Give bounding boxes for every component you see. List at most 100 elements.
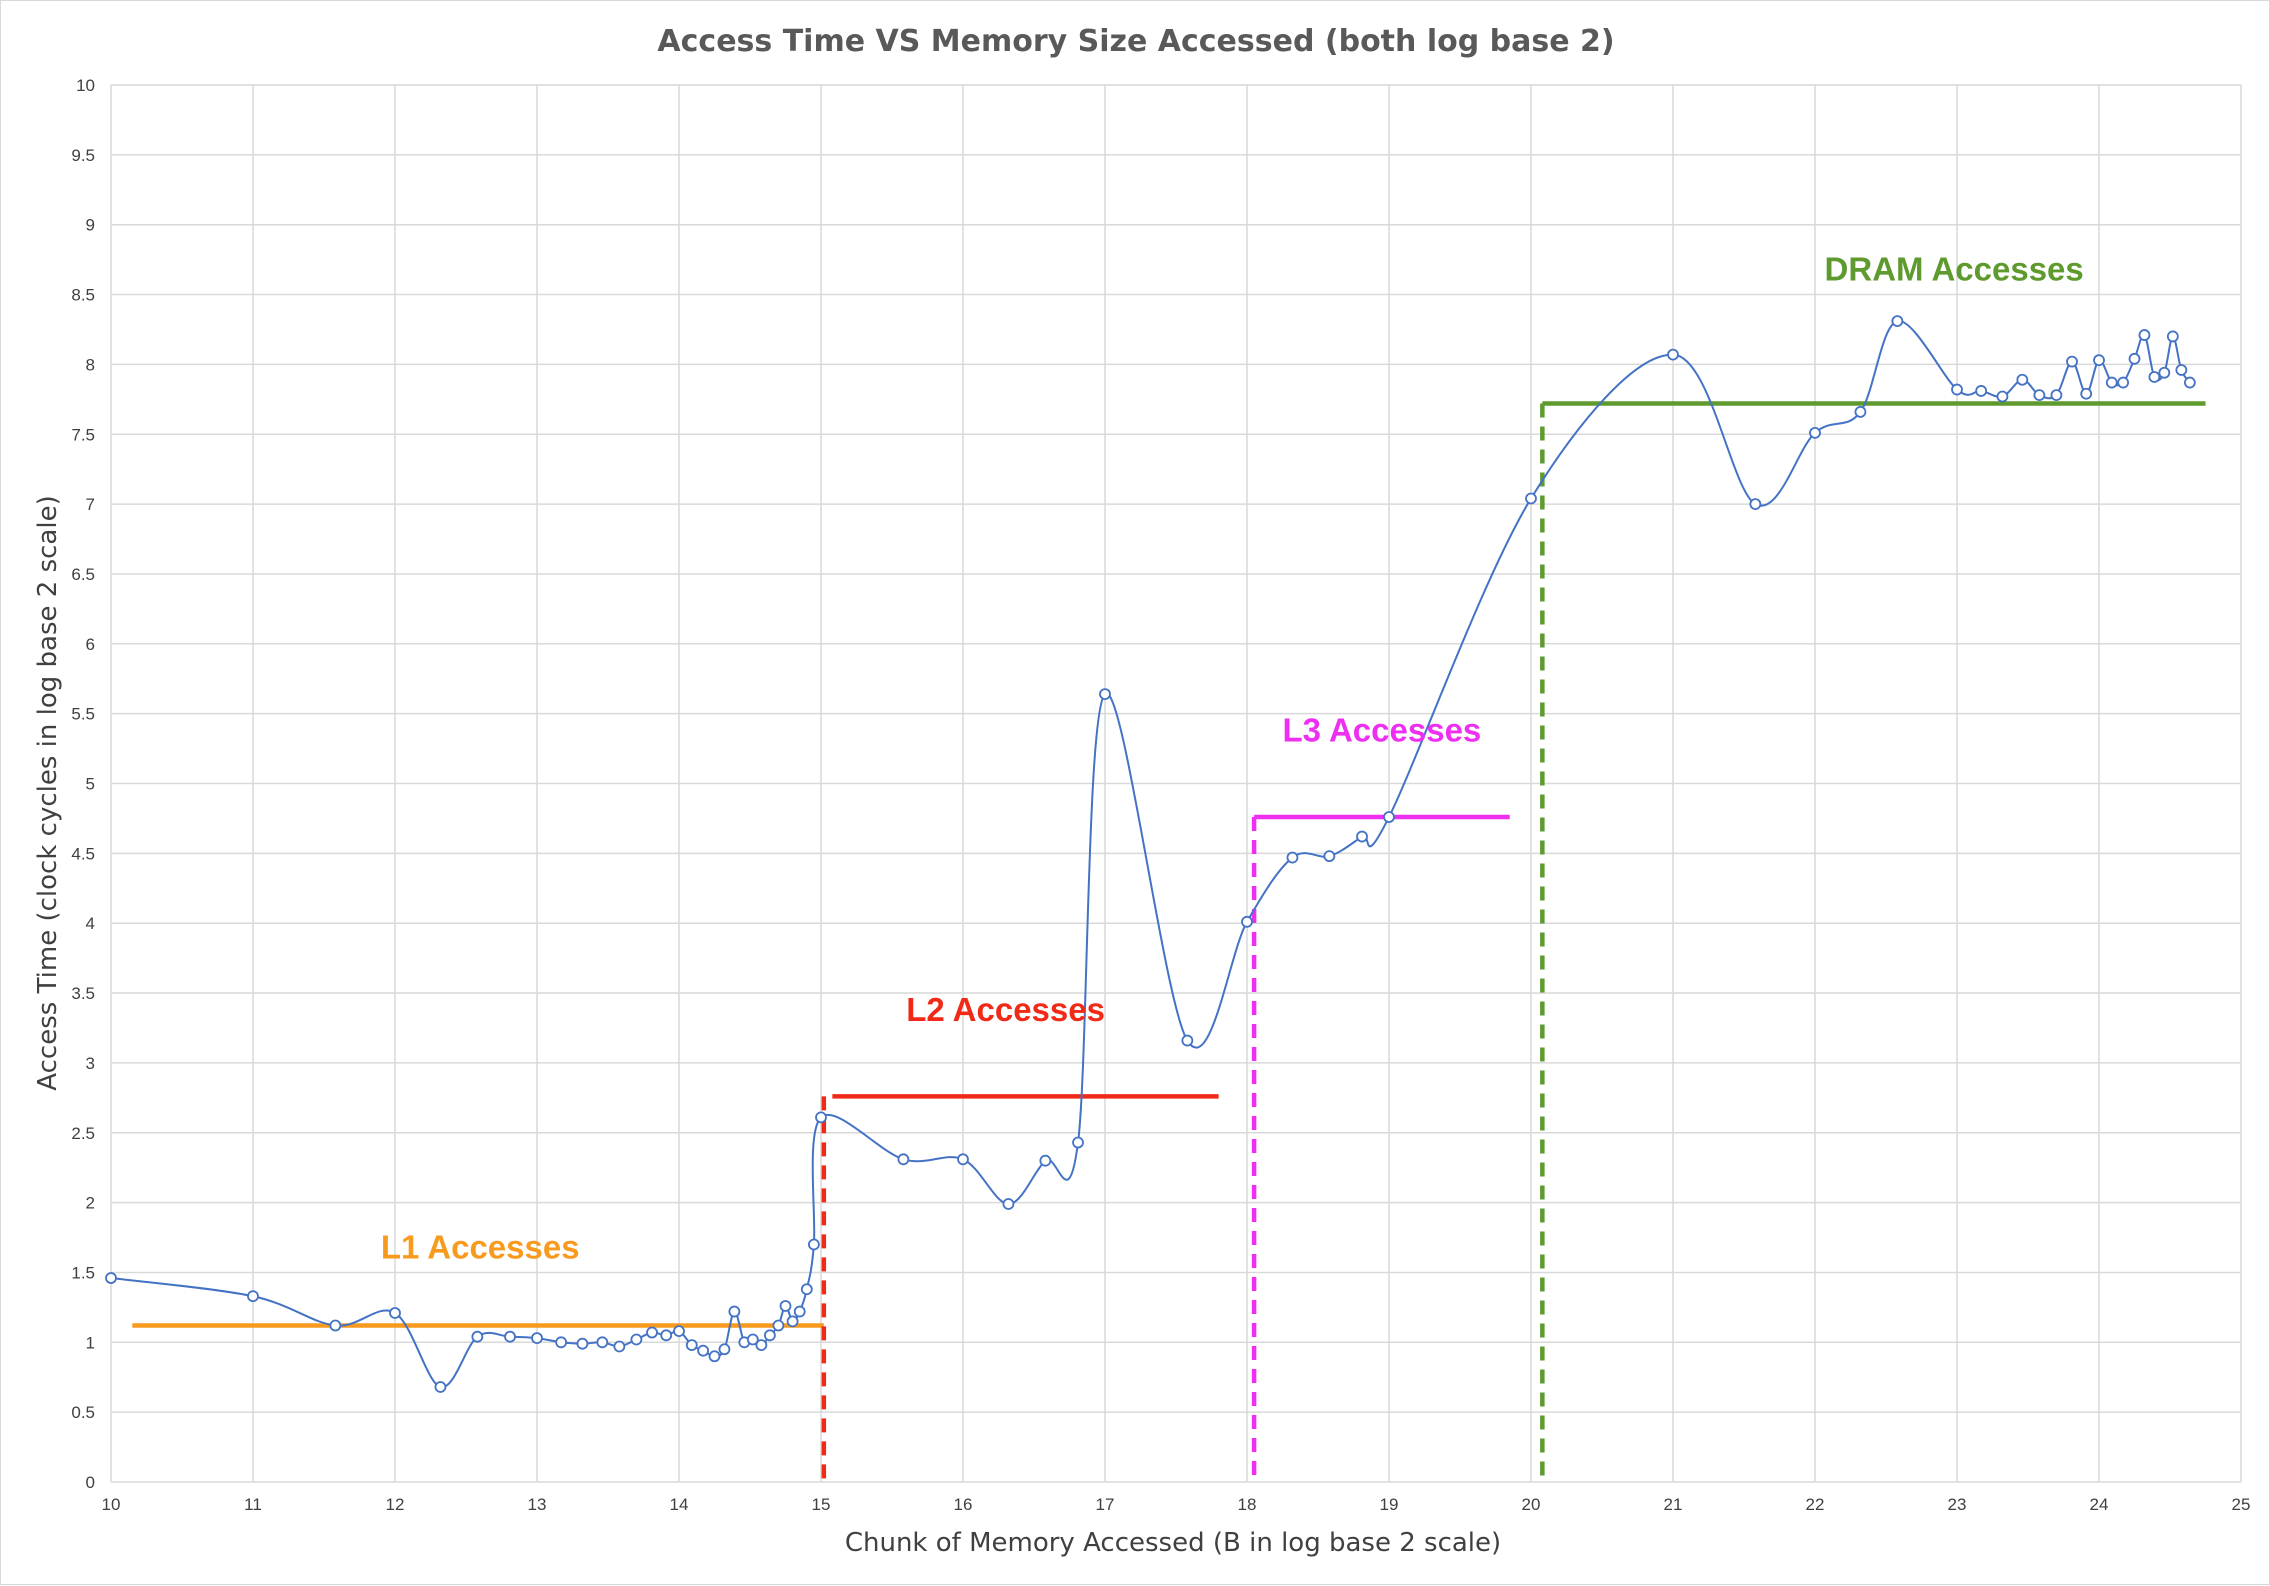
data-point	[1039, 1154, 1052, 1167]
data-point	[1996, 390, 2009, 403]
y-tick-label: 8	[86, 355, 95, 374]
data-point	[2050, 389, 2063, 402]
data-point	[708, 1350, 721, 1363]
annotation-label: L1 Accesses	[381, 1228, 580, 1265]
data-point	[1951, 383, 1963, 396]
annotation-label: DRAM Accesses	[1825, 251, 2084, 288]
y-tick-label: 9	[86, 216, 95, 235]
data-point	[2175, 364, 2188, 376]
data-point	[1181, 1034, 1194, 1047]
data-point	[247, 1290, 259, 1303]
y-tick-label: 5	[86, 775, 95, 794]
y-tick-label: 5.5	[71, 705, 95, 724]
y-tick-label: 2.5	[71, 1124, 95, 1143]
data-point	[660, 1329, 673, 1342]
data-point	[1749, 498, 1762, 511]
data-point	[2066, 355, 2078, 368]
data-point	[779, 1300, 792, 1312]
y-tick-label: 9.5	[71, 146, 95, 165]
data-point	[1072, 1136, 1084, 1149]
tick-labels: 10 11 12 13 14 15 16 17 18 19 20 21 22 23 24 2500.511.5…	[71, 76, 2250, 1514]
data-point	[471, 1330, 484, 1343]
annotation-lines	[132, 401, 2206, 1482]
data-point	[531, 1332, 543, 1345]
data-point	[329, 1319, 342, 1332]
y-tick-label: 6.5	[71, 565, 95, 584]
gridlines	[110, 84, 2242, 1483]
data-point	[2158, 366, 2171, 379]
data-point	[697, 1344, 710, 1357]
x-tick-label: 13	[528, 1495, 547, 1514]
y-tick-label: 1.5	[71, 1263, 95, 1282]
data-point	[808, 1238, 820, 1251]
data-point	[105, 1272, 117, 1284]
chart-title: Access Time VS Memory Size Accessed (bot…	[657, 24, 1614, 59]
data-point	[718, 1343, 731, 1356]
data-point	[897, 1153, 910, 1166]
y-tick-label: 3.5	[71, 984, 95, 1003]
data-point	[2183, 376, 2196, 389]
data-point	[2033, 389, 2046, 402]
y-tick-label: 7	[86, 495, 95, 514]
data-point	[763, 1329, 776, 1342]
data-point	[728, 1305, 741, 1318]
data-point	[630, 1333, 643, 1346]
y-tick-label: 8.5	[71, 286, 95, 305]
data-point	[673, 1325, 685, 1338]
data-point	[504, 1330, 516, 1343]
data-point	[613, 1340, 626, 1353]
data-point	[389, 1307, 401, 1319]
x-tick-label: 17	[1096, 1495, 1115, 1514]
data-point	[1854, 405, 1867, 418]
data-point	[2117, 376, 2130, 389]
y-tick-label: 7.5	[71, 425, 95, 444]
x-tick-label: 15	[812, 1495, 831, 1514]
data-point	[1323, 850, 1336, 863]
x-tick-label: 21	[1664, 1495, 1683, 1514]
data-point	[1667, 348, 1679, 361]
data-point	[2093, 354, 2105, 367]
data-point	[646, 1326, 658, 1339]
annotation-labels: L1 Accesses L2 Accesses L3 Accesses DRAM Ac…	[381, 251, 2084, 1266]
y-tick-label: 10	[76, 76, 95, 95]
data-point	[2105, 376, 2118, 389]
annotation-label: L2 Accesses	[906, 991, 1105, 1028]
data-point	[957, 1153, 969, 1166]
data-point	[2148, 371, 2161, 383]
data-point	[2138, 329, 2151, 341]
data-point	[2080, 387, 2093, 400]
x-tick-label: 25	[2232, 1495, 2251, 1514]
series-layer	[105, 315, 2196, 1393]
x-tick-label: 20	[1522, 1495, 1541, 1514]
data-point	[1286, 851, 1299, 864]
data-point	[685, 1339, 698, 1351]
y-tick-label: 3	[86, 1054, 95, 1073]
data-point	[1975, 385, 1988, 397]
data-point	[1525, 492, 1537, 505]
x-axis-title: Chunk of Memory Accessed (B in log base …	[845, 1528, 1501, 1558]
data-point	[1891, 315, 1904, 327]
x-tick-label: 19	[1380, 1495, 1399, 1514]
data-point	[772, 1319, 785, 1332]
x-tick-label: 11	[244, 1495, 262, 1514]
data-point	[434, 1381, 447, 1393]
x-tick-label: 12	[386, 1495, 405, 1514]
y-tick-label: 0.5	[71, 1403, 95, 1422]
annotation-label: L3 Accesses	[1283, 712, 1482, 749]
x-tick-label: 24	[2090, 1495, 2109, 1514]
x-tick-label: 10	[102, 1495, 121, 1514]
data-point	[755, 1339, 768, 1351]
data-point	[1099, 688, 1111, 700]
data-point	[2166, 330, 2179, 343]
data-point	[576, 1337, 589, 1350]
data-point	[1241, 915, 1253, 928]
data-point	[746, 1333, 759, 1346]
x-tick-label: 23	[1948, 1495, 1967, 1514]
x-tick-label: 14	[670, 1495, 689, 1514]
data-point	[1002, 1198, 1015, 1210]
y-tick-label: 4	[86, 914, 95, 933]
data-point	[1356, 830, 1368, 843]
data-point	[596, 1336, 609, 1349]
